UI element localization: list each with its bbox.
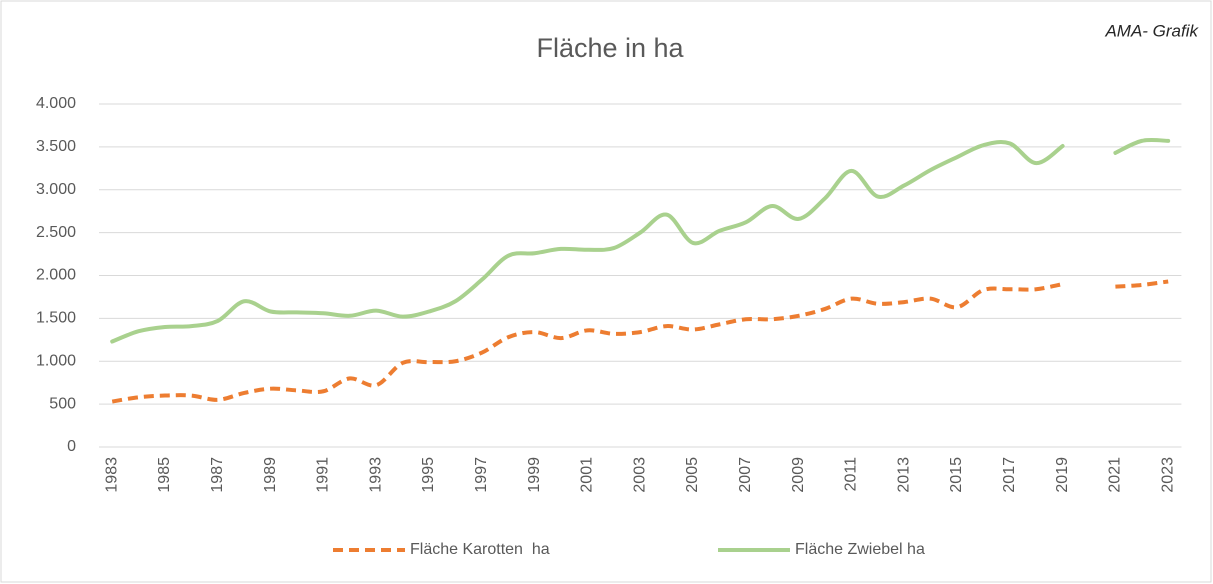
y-tick-label: 500 [49, 395, 76, 412]
x-tick-label: 1997 [473, 457, 490, 493]
x-tick-label: 2013 [895, 457, 912, 493]
x-tick-label: 1995 [420, 457, 437, 493]
data-line [110, 137, 1171, 344]
x-tick-label: 2011 [843, 457, 860, 492]
x-tick-label: 2023 [1159, 457, 1176, 493]
data-line [111, 279, 1169, 404]
x-tick-label: 2019 [1054, 457, 1071, 493]
x-tick-label: 1983 [103, 457, 120, 493]
x-tick-label: 2001 [579, 457, 596, 493]
y-tick-label: 2.500 [36, 224, 76, 241]
x-tick-label: 2017 [1001, 457, 1018, 493]
y-tick-label: 3.500 [36, 138, 76, 155]
x-tick-label: 2003 [631, 457, 648, 493]
y-tick-label: 4.000 [36, 95, 76, 112]
x-tick-label: 1999 [526, 457, 543, 493]
x-tick-label: 2007 [737, 457, 754, 493]
x-tick-label: 1989 [262, 457, 279, 493]
legend-label: Fläche Zwiebel ha [795, 541, 925, 558]
x-tick-label: 1993 [367, 457, 384, 493]
legend-label: Fläche Karotten ha [410, 541, 550, 558]
x-tick-label: 2021 [1107, 457, 1124, 493]
y-tick-label: 2.000 [36, 267, 76, 284]
y-tick-label: 0 [67, 438, 76, 455]
annotation: AMA- Grafik [1104, 21, 1199, 40]
x-tick-label: 2015 [948, 457, 965, 493]
chart-title: Fläche in ha [536, 33, 684, 63]
x-tick-label: 1991 [315, 457, 332, 493]
x-tick-label: 1987 [209, 457, 226, 493]
y-tick-label: 1.500 [36, 310, 76, 327]
x-tick-label: 2009 [790, 457, 807, 493]
x-tick-label: 1985 [156, 457, 173, 493]
y-tick-label: 1.000 [36, 352, 76, 369]
y-tick-label: 3.000 [36, 181, 76, 198]
x-tick-label: 2005 [684, 457, 701, 493]
